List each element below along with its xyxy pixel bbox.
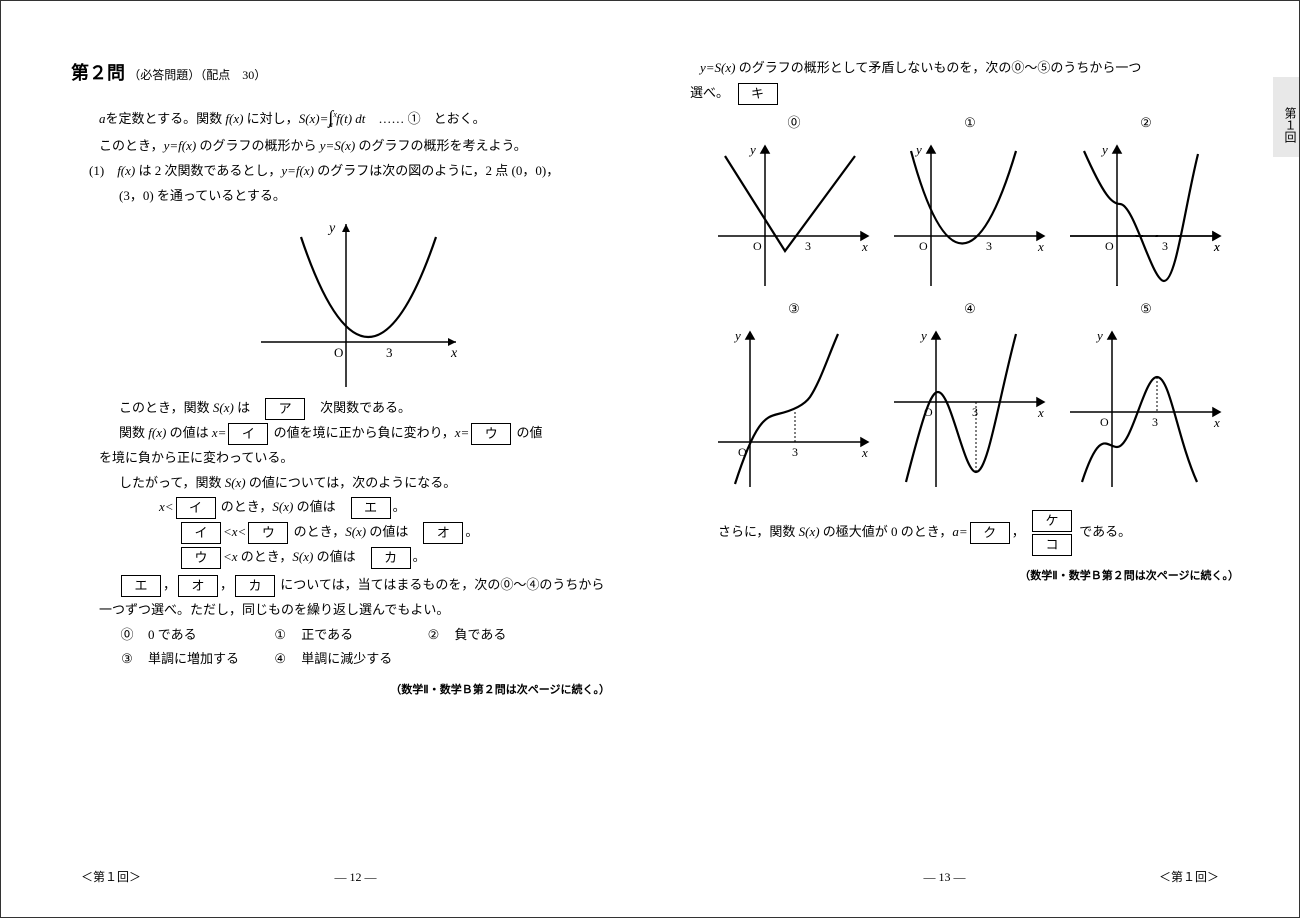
answer-box-ku: ク — [970, 522, 1010, 544]
svg-text:O: O — [753, 239, 762, 253]
answer-box-ko: コ — [1032, 534, 1072, 556]
answer-box-ke: ケ — [1032, 510, 1072, 532]
svg-text:O: O — [1100, 415, 1109, 429]
page-spread: 第２問 （必答問題）（配点 30） aを定数とする。関数 f(x) に対し，S(… — [0, 0, 1300, 918]
answer-box-u: ウ — [471, 423, 511, 445]
svg-text:x: x — [861, 445, 868, 460]
question-header: 第２問 （必答問題）（配点 30） — [71, 56, 620, 90]
p7: エ，オ，カ については，当てはまるものを，次の⓪～④のうちから — [119, 573, 620, 598]
continued-note-r: （数学Ⅱ・数学Ｂ第２問は次ページに続く。） — [690, 566, 1249, 587]
question-subtitle: （必答問題）（配点 30） — [128, 68, 266, 82]
svg-text:x: x — [861, 239, 868, 254]
svg-text:O: O — [738, 445, 747, 459]
footer-pagenum: ― 12 ― — [335, 866, 377, 889]
p3: このとき，関数 S(x) は ア 次関数である。 — [119, 396, 620, 421]
svg-text:O: O — [919, 239, 928, 253]
svg-text:O: O — [1105, 239, 1114, 253]
svg-text:y: y — [1095, 328, 1103, 343]
subquestion-1: (1) f(x) は 2 次関数であるとし，y=f(x) のグラフは次の図のよう… — [89, 159, 620, 184]
footer-edition: ＜第１回＞ — [81, 866, 141, 889]
footer-edition-r: ＜第１回＞ — [1159, 866, 1219, 889]
svg-text:3: 3 — [972, 405, 978, 419]
svg-text:3: 3 — [1162, 239, 1168, 253]
svg-text:x: x — [1037, 239, 1044, 254]
chart-row-2: ③ O3xy ④ O3xy ⑤ — [710, 297, 1249, 492]
side-tab: 第１回 — [1273, 77, 1299, 157]
answer-box-ka: カ — [371, 547, 411, 569]
svg-text:3: 3 — [1152, 415, 1158, 429]
svg-text:y: y — [733, 328, 741, 343]
page-left: 第２問 （必答問題）（配点 30） aを定数とする。関数 f(x) に対し，S(… — [1, 1, 650, 917]
intro-text: aを定数とする。関数 f(x) に対し，S(x)=∫xa f(t) dt …… … — [99, 100, 620, 134]
subquestion-1b: (3，0) を通っているとする。 — [119, 184, 620, 209]
chart-4: ④ O3xy — [886, 297, 1054, 492]
p6: したがって，関数 S(x) の値については，次のようになる。 — [119, 471, 620, 496]
svg-text:y: y — [914, 142, 922, 157]
intro-text-2: このとき，y=f(x) のグラフの概形から y=S(x) のグラフの概形を考えよ… — [99, 134, 620, 159]
svg-text:3: 3 — [792, 445, 798, 459]
svg-text:O: O — [924, 405, 933, 419]
answer-box-o: オ — [423, 522, 463, 544]
svg-text:x: x — [1037, 405, 1044, 420]
case-3: ウ<x のとき，S(x) の値は カ。 — [179, 545, 620, 570]
chart-3: ③ O3xy — [710, 297, 878, 492]
r-p1: y=S(x) のグラフの概形として矛盾しないものを，次の⓪～⑤のうちから一つ — [700, 56, 1249, 81]
page-right: y=S(x) のグラフの概形として矛盾しないものを，次の⓪～⑤のうちから一つ 選… — [650, 1, 1299, 917]
answer-box-e: エ — [351, 497, 391, 519]
question-number: 第２問 — [71, 63, 125, 83]
choices-row-2: ③ 単調に増加する ④ 単調に減少する — [119, 647, 620, 672]
chart-5: ⑤ O3xy — [1062, 297, 1230, 492]
chart-row-1: ⓪ O3xy ① O3xy ② — [710, 111, 1249, 291]
svg-text:3: 3 — [805, 239, 811, 253]
svg-text:y: y — [1100, 142, 1108, 157]
p8: 一つずつ選べ。ただし，同じものを繰り返し選んでもよい。 — [99, 598, 620, 623]
footer-right-page: ― 13 ― ＜第１回＞ — [650, 866, 1299, 889]
svg-text:y: y — [919, 328, 927, 343]
svg-text:y: y — [748, 142, 756, 157]
answer-box-i: イ — [228, 423, 268, 445]
case-2: イ<x<ウ のとき，S(x) の値は オ。 — [179, 520, 620, 545]
chart-1: ① O3xy — [886, 111, 1054, 291]
svg-text:y: y — [327, 221, 336, 236]
answer-fraction: ケ コ — [1030, 510, 1074, 556]
footer-left-page: ＜第１回＞ ― 12 ― — [1, 866, 650, 889]
svg-text:O: O — [334, 345, 343, 360]
svg-text:x: x — [450, 346, 458, 361]
svg-text:x: x — [1213, 239, 1220, 254]
r-p2: 選べ。 キ — [690, 81, 1249, 106]
figure-parabola: O 3 x y — [251, 212, 620, 392]
p4: 関数 f(x) の値は x=イ の値を境に正から負に変わり，x=ウ の値 — [119, 421, 620, 446]
chart-2: ② O3xy — [1062, 111, 1230, 291]
svg-text:3: 3 — [986, 239, 992, 253]
chart-0: ⓪ O3xy — [710, 111, 878, 291]
footer-pagenum-r: ― 13 ― — [923, 866, 965, 889]
choices-row-1: ⓪ 0 である ① 正である ② 負である — [119, 623, 620, 648]
continued-note: （数学Ⅱ・数学Ｂ第２問は次ページに続く。） — [71, 680, 620, 701]
svg-text:x: x — [1213, 415, 1220, 430]
answer-box-ki: キ — [738, 83, 778, 105]
p5: を境に負から正に変わっている。 — [99, 446, 620, 471]
answer-box-a: ア — [265, 398, 305, 420]
case-1: x<イ のとき，S(x) の値は エ。 — [159, 495, 620, 520]
svg-text:3: 3 — [386, 345, 393, 360]
r-p3: さらに，関数 S(x) の極大値が 0 のとき，a=ク， ケ コ である。 — [718, 510, 1249, 556]
